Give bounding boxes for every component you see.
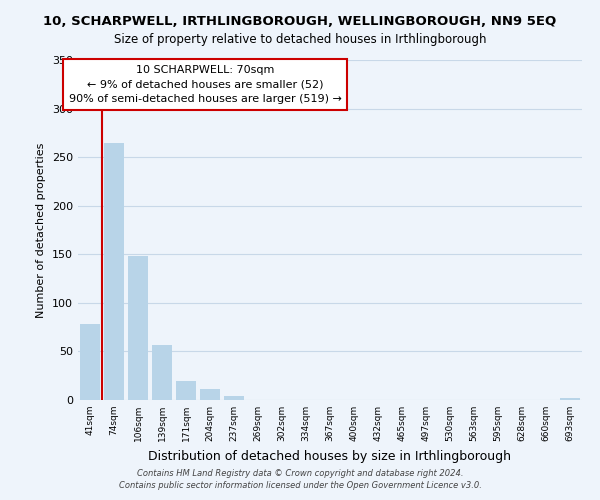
Bar (80, 324, 100, 400)
Text: Contains HM Land Registry data © Crown copyright and database right 2024.
Contai: Contains HM Land Registry data © Crown c… (119, 468, 481, 490)
Bar (200, 390, 220, 400)
Bar (128, 256, 148, 400)
Text: 10 SCHARPWELL: 70sqm
← 9% of detached houses are smaller (52)
90% of semi-detach: 10 SCHARPWELL: 70sqm ← 9% of detached ho… (69, 65, 341, 104)
Y-axis label: Number of detached properties: Number of detached properties (37, 142, 46, 318)
Text: 10, SCHARPWELL, IRTHLINGBOROUGH, WELLINGBOROUGH, NN9 5EQ: 10, SCHARPWELL, IRTHLINGBOROUGH, WELLING… (43, 15, 557, 28)
Bar (152, 344, 172, 400)
Bar (176, 380, 196, 400)
Bar (560, 398, 580, 400)
Bar (104, 142, 124, 400)
Bar (224, 396, 244, 400)
X-axis label: Distribution of detached houses by size in Irthlingborough: Distribution of detached houses by size … (149, 450, 511, 462)
Text: Size of property relative to detached houses in Irthlingborough: Size of property relative to detached ho… (114, 32, 486, 46)
